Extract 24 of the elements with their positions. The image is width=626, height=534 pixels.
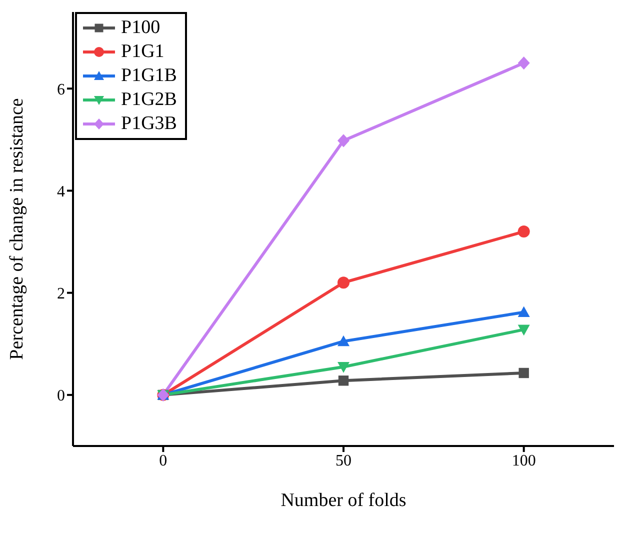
point	[338, 276, 350, 289]
point	[338, 335, 350, 346]
x-tick-label: 50	[336, 452, 352, 470]
legend-label: P1G1B	[121, 65, 177, 87]
x-tick-label: 100	[512, 452, 536, 470]
y-axis-title: Percentage of change in resistance	[6, 98, 28, 360]
y-tick-label: 6	[57, 81, 65, 98]
point	[518, 324, 530, 336]
point	[338, 134, 350, 148]
y-tick-label: 2	[57, 286, 65, 303]
point	[518, 368, 529, 378]
point	[338, 362, 350, 373]
y-tick-label: 4	[57, 183, 65, 200]
y-tick-label: 0	[57, 388, 65, 405]
legend-label: P100	[121, 17, 160, 39]
point	[518, 56, 530, 70]
x-axis-title: Number of folds	[280, 490, 406, 511]
point	[518, 306, 530, 318]
point	[518, 226, 530, 238]
x-tick-label: 0	[159, 452, 168, 470]
point	[338, 376, 349, 386]
legend-label: P1G1	[121, 41, 164, 63]
legend-label: P1G3B	[121, 113, 177, 135]
legend-label: P1G2B	[121, 89, 177, 111]
